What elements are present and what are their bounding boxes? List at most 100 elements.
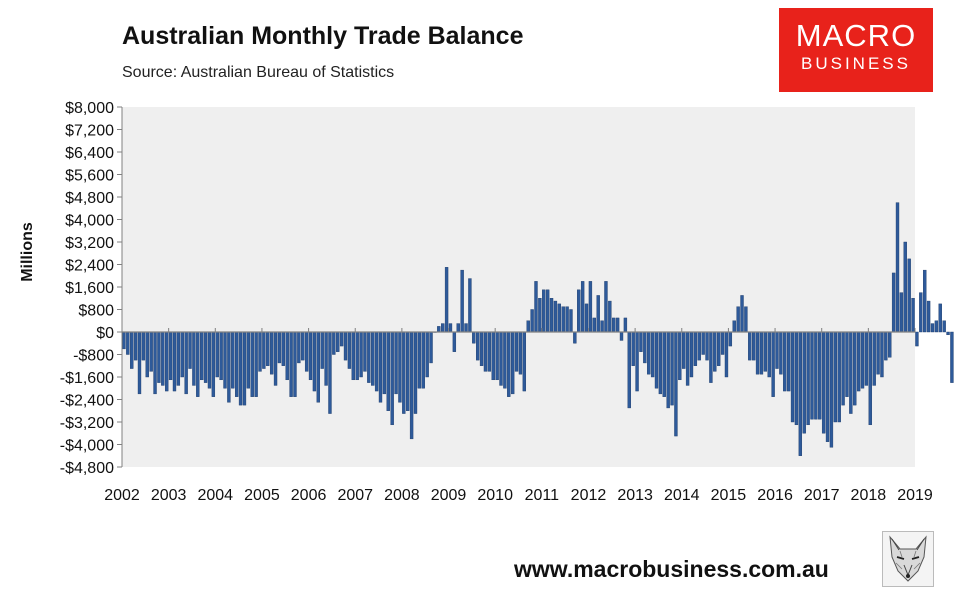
bar [149,331,153,372]
bar [845,331,849,397]
y-tick-label: $0 [96,325,114,342]
bar [161,331,165,386]
website-url[interactable]: www.macrobusiness.com.au [514,556,829,582]
bar [662,331,666,397]
y-tick-label: $2,400 [65,258,114,275]
x-tick-label: 2018 [851,487,887,504]
bar [444,267,449,333]
bar [510,331,515,395]
bar [923,269,927,333]
bar [398,331,402,403]
y-axis-ticks: $8,000 $7,200 $6,400 $5,600 $4,800 $4,000 $3,2… [60,100,122,477]
bar [821,331,826,434]
bar [884,331,888,361]
x-tick-label: 2019 [897,487,933,504]
bar [689,331,694,378]
bar [903,241,907,333]
bar [915,331,919,347]
bar [441,323,445,333]
bar [666,331,670,409]
bar [273,331,278,386]
x-tick-label: 2008 [384,487,420,504]
bar [476,331,480,361]
bar [219,331,223,381]
bar [650,331,655,378]
y-tick-label: $800 [78,303,114,320]
bar [382,331,387,395]
bar [697,331,701,361]
x-tick-label: 2012 [571,487,607,504]
y-tick-label: $4,000 [65,213,114,230]
bar [654,331,659,389]
x-tick-label: 2002 [104,487,140,504]
bar [713,331,717,372]
bar [402,331,406,414]
bar [577,289,581,333]
bar [724,331,729,378]
bar [406,331,410,411]
trade-balance-chart: $8,000 $7,200 $6,400 $5,600 $4,800 $4,000 $3,2… [19,100,954,504]
bar [732,320,736,333]
bar [783,331,787,392]
bar [705,331,709,361]
bar [207,331,212,389]
x-axis-ticks: 2002 2003 2004 2005 2006 2007 2008 2009 2010 2011… [104,328,933,504]
bar [409,331,414,440]
bar [612,317,616,333]
bar [907,258,911,333]
bar [460,269,464,333]
bar [569,309,573,333]
bar [312,331,317,392]
bar [771,331,775,397]
bar [596,295,600,333]
bar [643,331,647,364]
y-tick-label: $8,000 [65,100,114,117]
bar [468,278,472,333]
logo-line-macro: MACRO [795,18,917,53]
bar [860,331,865,389]
bar [215,331,219,378]
bar [755,331,760,375]
x-tick-label: 2004 [197,487,233,504]
bar [728,331,733,347]
bar [833,331,837,423]
bar [763,331,768,372]
bar [530,309,534,333]
bar [615,317,620,333]
bar [810,331,814,420]
bar [678,331,682,381]
x-tick-label: 2016 [757,487,793,504]
bar [790,331,795,423]
bar [584,303,589,333]
bar [448,323,453,333]
bar [452,331,457,352]
bar [950,331,954,383]
y-tick-label: $1,600 [65,280,114,297]
bar [339,331,344,347]
bar [557,303,561,333]
bar [899,292,904,333]
bar [122,331,126,350]
bar [720,331,725,355]
bar [685,331,690,386]
bar [371,331,375,386]
bar [526,320,530,333]
bar [709,331,713,383]
bar [266,331,270,366]
bar [172,331,177,392]
bar [647,331,651,375]
bar [157,331,161,383]
bar [934,320,939,333]
bar [242,331,247,406]
bar [794,331,799,426]
bar [203,331,208,383]
bar [752,331,756,361]
bar [775,331,779,369]
bar [876,331,880,375]
bar [522,331,527,392]
bar [588,281,593,333]
bar [545,289,550,333]
bar [254,331,258,397]
bar [926,300,931,333]
bar [495,331,499,381]
